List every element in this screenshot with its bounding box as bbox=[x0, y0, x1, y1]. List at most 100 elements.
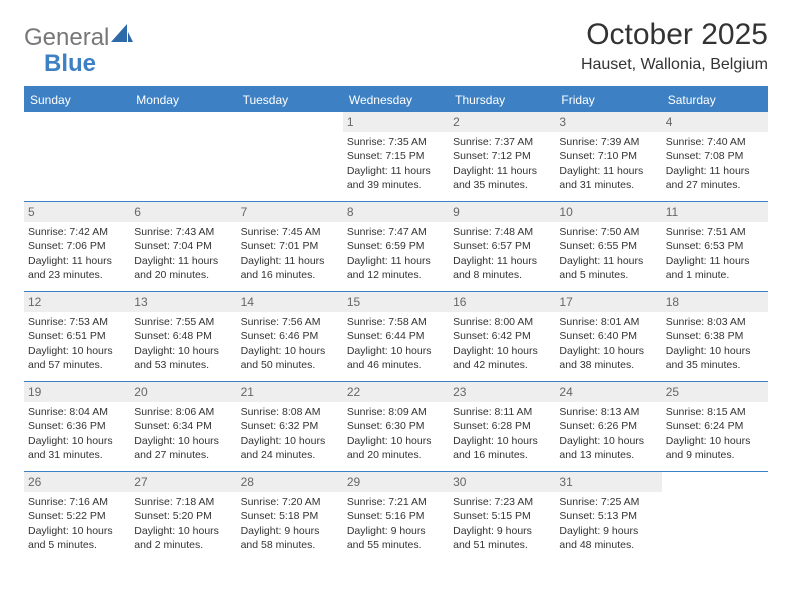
sunset-text: Sunset: 5:15 PM bbox=[453, 509, 551, 523]
day-number: 19 bbox=[24, 382, 130, 402]
daylight-text: Daylight: 10 hours and 13 minutes. bbox=[559, 434, 657, 462]
day-number: 9 bbox=[449, 202, 555, 222]
day-info: Sunrise: 7:51 AMSunset: 6:53 PMDaylight:… bbox=[666, 225, 764, 282]
col-wednesday: Wednesday bbox=[343, 89, 449, 112]
daylight-text: Daylight: 10 hours and 20 minutes. bbox=[347, 434, 445, 462]
sunrise-text: Sunrise: 8:01 AM bbox=[559, 315, 657, 329]
day-cell: 10Sunrise: 7:50 AMSunset: 6:55 PMDayligh… bbox=[555, 202, 661, 292]
sunrise-text: Sunrise: 7:35 AM bbox=[347, 135, 445, 149]
daylight-text: Daylight: 11 hours and 31 minutes. bbox=[559, 164, 657, 192]
daylight-text: Daylight: 10 hours and 42 minutes. bbox=[453, 344, 551, 372]
daylight-text: Daylight: 10 hours and 24 minutes. bbox=[241, 434, 339, 462]
sunset-text: Sunset: 6:40 PM bbox=[559, 329, 657, 343]
sunrise-text: Sunrise: 7:48 AM bbox=[453, 225, 551, 239]
month-title: October 2025 bbox=[581, 18, 768, 52]
sunrise-text: Sunrise: 7:53 AM bbox=[28, 315, 126, 329]
day-number: 17 bbox=[555, 292, 661, 312]
daylight-text: Daylight: 11 hours and 5 minutes. bbox=[559, 254, 657, 282]
sunset-text: Sunset: 6:57 PM bbox=[453, 239, 551, 253]
sunset-text: Sunset: 6:51 PM bbox=[28, 329, 126, 343]
daylight-text: Daylight: 10 hours and 50 minutes. bbox=[241, 344, 339, 372]
day-cell: 18Sunrise: 8:03 AMSunset: 6:38 PMDayligh… bbox=[662, 292, 768, 382]
sunrise-text: Sunrise: 7:16 AM bbox=[28, 495, 126, 509]
day-info: Sunrise: 7:39 AMSunset: 7:10 PMDaylight:… bbox=[559, 135, 657, 192]
day-number: 25 bbox=[662, 382, 768, 402]
week-row: 26Sunrise: 7:16 AMSunset: 5:22 PMDayligh… bbox=[24, 472, 768, 562]
day-number: 5 bbox=[24, 202, 130, 222]
day-info: Sunrise: 7:21 AMSunset: 5:16 PMDaylight:… bbox=[347, 495, 445, 552]
day-cell: 31Sunrise: 7:25 AMSunset: 5:13 PMDayligh… bbox=[555, 472, 661, 562]
day-cell: 14Sunrise: 7:56 AMSunset: 6:46 PMDayligh… bbox=[237, 292, 343, 382]
col-monday: Monday bbox=[130, 89, 236, 112]
daylight-text: Daylight: 10 hours and 9 minutes. bbox=[666, 434, 764, 462]
sunset-text: Sunset: 6:34 PM bbox=[134, 419, 232, 433]
sunset-text: Sunset: 6:36 PM bbox=[28, 419, 126, 433]
daylight-text: Daylight: 9 hours and 55 minutes. bbox=[347, 524, 445, 552]
week-row: 12Sunrise: 7:53 AMSunset: 6:51 PMDayligh… bbox=[24, 292, 768, 382]
day-info: Sunrise: 7:53 AMSunset: 6:51 PMDaylight:… bbox=[28, 315, 126, 372]
day-cell: 24 Sunrise: 8:13 AMSunset: 6:26 PMDayligh… bbox=[555, 382, 661, 472]
daylight-text: Daylight: 11 hours and 8 minutes. bbox=[453, 254, 551, 282]
sunset-text: Sunset: 6:44 PM bbox=[347, 329, 445, 343]
day-cell: 5 Sunrise: 7:42 AMSunset: 7:06 PMDaylight… bbox=[24, 202, 130, 292]
sunset-text: Sunset: 6:24 PM bbox=[666, 419, 764, 433]
daylight-text: Daylight: 10 hours and 2 minutes. bbox=[134, 524, 232, 552]
sunset-text: Sunset: 6:46 PM bbox=[241, 329, 339, 343]
daylight-text: Daylight: 10 hours and 27 minutes. bbox=[134, 434, 232, 462]
daylight-text: Daylight: 10 hours and 5 minutes. bbox=[28, 524, 126, 552]
daylight-text: Daylight: 9 hours and 51 minutes. bbox=[453, 524, 551, 552]
day-number: 20 bbox=[130, 382, 236, 402]
sunset-text: Sunset: 7:06 PM bbox=[28, 239, 126, 253]
daylight-text: Daylight: 10 hours and 16 minutes. bbox=[453, 434, 551, 462]
header: General October 2025 Hauset, Wallonia, B… bbox=[24, 18, 768, 74]
sunset-text: Sunset: 5:18 PM bbox=[241, 509, 339, 523]
day-info: Sunrise: 8:13 AMSunset: 6:26 PMDaylight:… bbox=[559, 405, 657, 462]
day-info: Sunrise: 7:42 AMSunset: 7:06 PMDaylight:… bbox=[28, 225, 126, 282]
day-cell: 25Sunrise: 8:15 AMSunset: 6:24 PMDayligh… bbox=[662, 382, 768, 472]
sunrise-text: Sunrise: 8:13 AM bbox=[559, 405, 657, 419]
day-cell: 9 Sunrise: 7:48 AMSunset: 6:57 PMDaylight… bbox=[449, 202, 555, 292]
day-cell: 28Sunrise: 7:20 AMSunset: 5:18 PMDayligh… bbox=[237, 472, 343, 562]
day-number: 12 bbox=[24, 292, 130, 312]
sunrise-text: Sunrise: 7:42 AM bbox=[28, 225, 126, 239]
day-cell: 8Sunrise: 7:47 AMSunset: 6:59 PMDaylight… bbox=[343, 202, 449, 292]
sunrise-text: Sunrise: 7:23 AM bbox=[453, 495, 551, 509]
day-cell bbox=[24, 112, 130, 202]
daylight-text: Daylight: 10 hours and 38 minutes. bbox=[559, 344, 657, 372]
day-info: Sunrise: 7:35 AMSunset: 7:15 PMDaylight:… bbox=[347, 135, 445, 192]
col-friday: Friday bbox=[555, 89, 661, 112]
sail-icon bbox=[111, 24, 133, 44]
day-info: Sunrise: 8:04 AMSunset: 6:36 PMDaylight:… bbox=[28, 405, 126, 462]
sunrise-text: Sunrise: 7:21 AM bbox=[347, 495, 445, 509]
day-info: Sunrise: 8:06 AMSunset: 6:34 PMDaylight:… bbox=[134, 405, 232, 462]
day-cell: 12 Sunrise: 7:53 AMSunset: 6:51 PMDayligh… bbox=[24, 292, 130, 382]
day-cell: 6Sunrise: 7:43 AMSunset: 7:04 PMDaylight… bbox=[130, 202, 236, 292]
day-cell: 7Sunrise: 7:45 AMSunset: 7:01 PMDaylight… bbox=[237, 202, 343, 292]
sunrise-text: Sunrise: 7:47 AM bbox=[347, 225, 445, 239]
day-info: Sunrise: 7:50 AMSunset: 6:55 PMDaylight:… bbox=[559, 225, 657, 282]
day-number bbox=[24, 112, 130, 116]
sunrise-text: Sunrise: 8:00 AM bbox=[453, 315, 551, 329]
day-number: 29 bbox=[343, 472, 449, 492]
daylight-text: Daylight: 11 hours and 12 minutes. bbox=[347, 254, 445, 282]
sunrise-text: Sunrise: 8:06 AM bbox=[134, 405, 232, 419]
day-number: 3 bbox=[555, 112, 661, 132]
day-info: Sunrise: 7:45 AMSunset: 7:01 PMDaylight:… bbox=[241, 225, 339, 282]
calendar-table: Sunday Monday Tuesday Wednesday Thursday… bbox=[24, 89, 768, 562]
day-cell: 11Sunrise: 7:51 AMSunset: 6:53 PMDayligh… bbox=[662, 202, 768, 292]
sunset-text: Sunset: 6:38 PM bbox=[666, 329, 764, 343]
day-cell bbox=[237, 112, 343, 202]
daylight-text: Daylight: 9 hours and 58 minutes. bbox=[241, 524, 339, 552]
col-tuesday: Tuesday bbox=[237, 89, 343, 112]
day-info: Sunrise: 8:00 AMSunset: 6:42 PMDaylight:… bbox=[453, 315, 551, 372]
sunset-text: Sunset: 5:16 PM bbox=[347, 509, 445, 523]
week-row: 19 Sunrise: 8:04 AMSunset: 6:36 PMDayligh… bbox=[24, 382, 768, 472]
sunset-text: Sunset: 7:10 PM bbox=[559, 149, 657, 163]
sunset-text: Sunset: 6:55 PM bbox=[559, 239, 657, 253]
day-number: 1 bbox=[343, 112, 449, 132]
day-number: 26 bbox=[24, 472, 130, 492]
day-number: 24 bbox=[555, 382, 661, 402]
day-info: Sunrise: 7:43 AMSunset: 7:04 PMDaylight:… bbox=[134, 225, 232, 282]
sunrise-text: Sunrise: 7:37 AM bbox=[453, 135, 551, 149]
day-number bbox=[130, 112, 236, 116]
